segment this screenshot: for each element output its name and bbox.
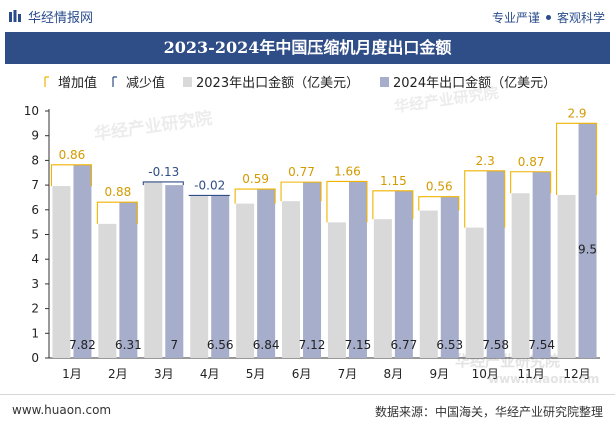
tagline-1: 专业严谨: [492, 9, 540, 26]
y-tick-label-3: 3: [31, 277, 39, 291]
x-tick-label-3: 4月: [200, 367, 220, 381]
bar-2024-9: [487, 171, 505, 358]
x-tick-label-5: 6月: [292, 367, 312, 381]
chart-title: 2023-2024年中国压缩机月度出口金额: [5, 32, 610, 64]
bar-2024-0: [73, 165, 91, 358]
value-label-5: 7.12: [299, 338, 326, 352]
change-label-2: -0.13: [148, 165, 179, 179]
bar-2024-1: [119, 202, 137, 358]
change-label-1: 0.88: [105, 185, 132, 199]
legend-marker-0: [45, 77, 49, 87]
value-label-10: 7.54: [528, 338, 555, 352]
change-label-9: 2.3: [476, 154, 495, 168]
legend-label-3: 2024年出口金额（亿美元）: [393, 75, 556, 91]
x-tick-label-2: 3月: [154, 367, 174, 381]
top-bar: 华经情报网 专业严谨 客观科学: [0, 0, 615, 32]
legend-marker-2: [183, 77, 192, 87]
bar-2023-10: [512, 193, 530, 358]
y-tick-label-6: 6: [31, 203, 39, 217]
value-label-7: 6.77: [391, 338, 418, 352]
x-tick-label-4: 5月: [246, 367, 266, 381]
y-tick-label-9: 9: [31, 129, 39, 143]
bar-2023-3: [190, 195, 208, 358]
bar-2023-0: [52, 186, 70, 358]
x-tick-label-7: 8月: [384, 367, 404, 381]
legend-marker-1: [113, 77, 117, 87]
change-label-10: 0.87: [518, 155, 545, 169]
bar-2023-4: [236, 204, 254, 358]
footer-website[interactable]: www.huaon.com: [12, 403, 111, 417]
y-tick-label-0: 0: [31, 351, 39, 365]
value-label-9: 7.58: [482, 338, 509, 352]
x-tick-label-1: 2月: [108, 367, 128, 381]
value-label-3: 6.56: [207, 338, 234, 352]
bar-2024-11: [579, 123, 597, 358]
y-tick-label-10: 10: [24, 104, 39, 118]
bar-2023-8: [420, 211, 438, 358]
tagline-dot-icon: [546, 15, 551, 20]
chart-svg: 华经产业研究院 华经产业研究院 华经产业研究院 www.huaon.com 增加…: [0, 64, 615, 394]
change-label-3: -0.02: [194, 178, 225, 192]
y-tick-label-1: 1: [31, 326, 39, 340]
change-label-5: 0.77: [288, 165, 315, 179]
change-label-8: 0.56: [426, 180, 453, 194]
bar-2024-3: [211, 196, 229, 358]
brand-logo-icon: [8, 10, 22, 24]
change-label-6: 1.66: [334, 164, 361, 178]
tagline-2: 客观科学: [557, 9, 605, 26]
x-tick-label-10: 11月: [517, 367, 544, 381]
brand-name: 华经情报网: [28, 7, 93, 26]
x-tick-label-11: 12月: [563, 367, 590, 381]
change-label-4: 0.59: [242, 172, 269, 186]
footer: www.huaon.com 数据来源：中国海关，华经产业研究院整理: [0, 394, 615, 428]
x-tick-label-8: 9月: [429, 367, 449, 381]
change-label-7: 1.15: [380, 174, 407, 188]
bars: [51, 123, 596, 358]
y-tick-label-8: 8: [31, 153, 39, 167]
bar-2023-6: [328, 222, 346, 358]
footer-source: 数据来源：中国海关，华经产业研究院整理: [375, 403, 603, 420]
bar-2024-5: [303, 182, 321, 358]
bar-2024-10: [533, 172, 551, 358]
value-label-8: 6.53: [436, 338, 463, 352]
bar-2023-9: [466, 228, 484, 358]
value-label-1: 6.31: [115, 338, 142, 352]
legend-label-1: 减少值: [126, 75, 165, 91]
bar-2023-5: [282, 201, 300, 358]
x-tick-label-9: 10月: [472, 367, 499, 381]
bar-2023-2: [144, 182, 162, 358]
watermark-text-1: 华经产业研究院: [93, 108, 214, 145]
bar-2024-7: [395, 191, 413, 358]
bar-2023-1: [98, 224, 116, 358]
bar-2024-8: [441, 197, 459, 358]
change-label-0: 0.86: [59, 148, 86, 162]
legend-marker-3: [380, 77, 389, 87]
legend-label-2: 2023年出口金额（亿美元）: [196, 75, 359, 91]
legend-label-0: 增加值: [58, 75, 97, 91]
x-tick-label-0: 1月: [62, 367, 82, 381]
bar-2023-7: [374, 219, 392, 358]
y-tick-label-2: 2: [31, 302, 39, 316]
y-tick-label-7: 7: [31, 178, 39, 192]
y-tick-label-5: 5: [31, 228, 39, 242]
brand[interactable]: 华经情报网: [8, 7, 93, 26]
bar-2023-11: [558, 195, 576, 358]
legend: 增加值 减少值 2023年出口金额（亿美元） 2024年出口金额（亿美元）: [45, 75, 556, 91]
value-label-11: 9.5: [578, 242, 597, 256]
tagline: 专业严谨 客观科学: [492, 9, 605, 26]
value-label-6: 7.15: [345, 338, 372, 352]
change-label-11: 2.9: [567, 106, 586, 120]
value-label-2: 7: [170, 338, 178, 352]
y-tick-label-4: 4: [31, 252, 39, 266]
value-label-0: 7.82: [69, 338, 96, 352]
x-tick-label-6: 7月: [338, 367, 358, 381]
bar-2024-4: [257, 189, 275, 358]
bar-2024-2: [165, 185, 183, 358]
value-label-4: 6.84: [253, 338, 280, 352]
bar-2024-6: [349, 181, 367, 358]
